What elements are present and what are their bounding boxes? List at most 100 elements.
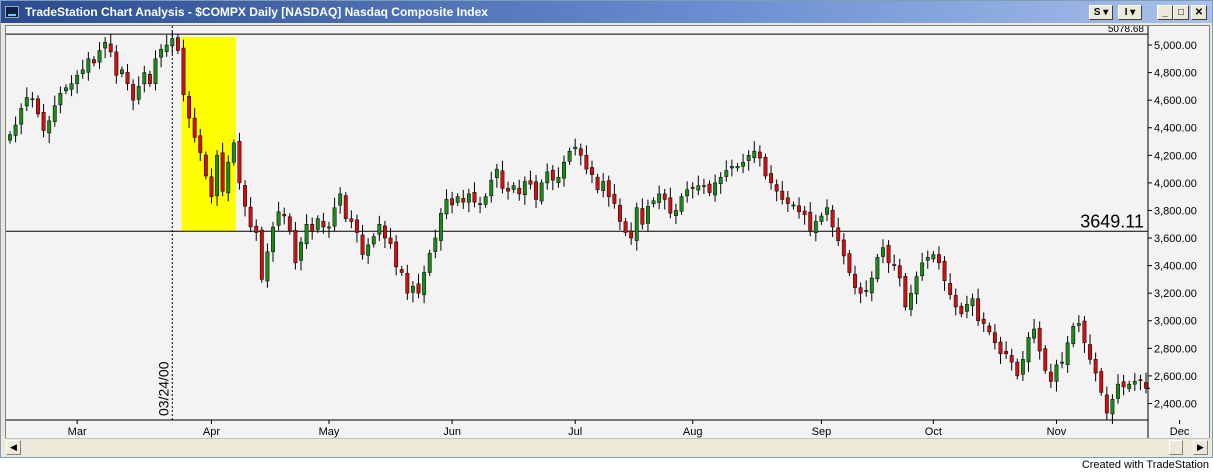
candle-body bbox=[606, 180, 611, 197]
x-tick-label: May bbox=[319, 426, 340, 438]
maximize-button[interactable]: □ bbox=[1173, 5, 1189, 20]
y-tick-label: 5,000.00 bbox=[1154, 40, 1197, 52]
candle-body bbox=[752, 150, 757, 159]
candle-body bbox=[41, 112, 46, 131]
candle-body bbox=[114, 51, 119, 76]
candle-body bbox=[192, 117, 197, 138]
candle-body bbox=[847, 253, 852, 273]
candle-body bbox=[1144, 382, 1148, 389]
scroll-left-icon[interactable]: ◀ bbox=[6, 440, 21, 455]
y-tick-label: 4,600.00 bbox=[1154, 95, 1197, 107]
candle-body bbox=[942, 260, 947, 282]
candle-body bbox=[164, 44, 169, 52]
candle-body bbox=[1043, 348, 1048, 371]
candle-body bbox=[813, 221, 818, 234]
candle-body bbox=[948, 282, 953, 295]
candle-body bbox=[181, 47, 186, 95]
candle-body bbox=[545, 171, 550, 184]
candle-body bbox=[1138, 379, 1143, 381]
candle-body bbox=[685, 189, 690, 197]
candle-body bbox=[981, 318, 986, 324]
candle-body bbox=[825, 207, 829, 215]
candle-body bbox=[259, 229, 264, 280]
candle-body bbox=[836, 227, 841, 242]
i-dropdown-button[interactable]: I ▾ bbox=[1118, 5, 1142, 20]
candle-body bbox=[24, 97, 29, 107]
candle-body bbox=[450, 198, 455, 206]
candle-body bbox=[522, 181, 527, 195]
candle-body bbox=[1004, 351, 1009, 355]
candle-body bbox=[886, 244, 891, 264]
candle-body bbox=[841, 239, 846, 257]
candle-body bbox=[976, 298, 981, 321]
s-dropdown-button[interactable]: S ▾ bbox=[1089, 5, 1113, 20]
highlight-region bbox=[181, 36, 236, 232]
candle-body bbox=[802, 210, 807, 215]
candle-body bbox=[422, 272, 427, 296]
x-tick-label: Jul bbox=[568, 426, 582, 438]
candle-body bbox=[595, 176, 600, 191]
candle-body bbox=[584, 155, 589, 170]
candle-body bbox=[1037, 327, 1042, 352]
candle-body bbox=[1065, 342, 1070, 365]
title-bar[interactable]: TradeStation Chart Analysis - $COMPX Dai… bbox=[1, 1, 1212, 23]
x-tick-label: Oct bbox=[925, 426, 942, 438]
candle-body bbox=[243, 185, 247, 207]
candle-body bbox=[1104, 394, 1109, 414]
candle-body bbox=[489, 179, 494, 197]
candle-body bbox=[119, 69, 124, 74]
candle-body bbox=[892, 264, 897, 266]
candle-body bbox=[86, 58, 91, 73]
candle-body bbox=[159, 48, 164, 58]
candle-body bbox=[410, 286, 415, 293]
candle-body bbox=[640, 208, 645, 225]
candle-body bbox=[674, 210, 678, 216]
candle-body bbox=[315, 218, 320, 230]
candle-body bbox=[438, 212, 443, 241]
candle-body bbox=[528, 180, 533, 185]
candle-body bbox=[69, 83, 74, 90]
scrollbar-thumb[interactable] bbox=[1169, 440, 1183, 455]
candle-body bbox=[819, 215, 824, 222]
top-partial-label: 5078.68 bbox=[1108, 26, 1145, 35]
candle-body bbox=[646, 206, 650, 224]
candle-body bbox=[679, 196, 684, 212]
candle-body bbox=[562, 161, 566, 179]
candle-body bbox=[601, 181, 606, 191]
candle-body bbox=[187, 96, 192, 119]
y-tick-label: 2,400.00 bbox=[1154, 398, 1197, 410]
candle-body bbox=[713, 182, 718, 196]
candle-body bbox=[690, 187, 695, 189]
minimize-button[interactable]: _ bbox=[1157, 5, 1173, 20]
candle-body bbox=[769, 173, 773, 184]
candle-body bbox=[466, 193, 471, 203]
x-tick-label: Aug bbox=[683, 426, 703, 438]
candle-body bbox=[881, 247, 885, 257]
candle-body bbox=[271, 226, 275, 253]
window-title: TradeStation Chart Analysis - $COMPX Dai… bbox=[25, 5, 488, 19]
candle-body bbox=[1099, 371, 1104, 393]
candle-body bbox=[19, 108, 24, 125]
x-tick-label: Sep bbox=[812, 426, 832, 438]
scroll-right-icon[interactable]: ▶ bbox=[1193, 440, 1208, 455]
y-tick-label: 4,800.00 bbox=[1154, 68, 1197, 80]
candle-body bbox=[612, 193, 617, 204]
candle-body bbox=[517, 187, 522, 195]
candle-body bbox=[875, 257, 880, 280]
candle-body bbox=[248, 206, 253, 228]
candle-body bbox=[735, 166, 740, 169]
x-tick-label: Mar bbox=[68, 426, 87, 438]
horizontal-scrollbar[interactable]: ◀ ▶ bbox=[5, 438, 1210, 455]
candle-body bbox=[953, 295, 958, 308]
candle-body bbox=[1054, 364, 1059, 382]
candle-body bbox=[556, 177, 561, 183]
chart-plot-area[interactable]: 3649.11 03/24/00 2,400.00 2,600.00 2,800.00 3… bbox=[5, 25, 1211, 442]
candle-body bbox=[371, 236, 376, 245]
candle-body bbox=[959, 305, 964, 315]
price-chart[interactable]: 3649.11 03/24/00 2,400.00 2,600.00 2,800.00 3… bbox=[6, 26, 1211, 442]
candle-body bbox=[763, 156, 768, 177]
candle-body bbox=[287, 216, 292, 232]
close-button[interactable]: ✕ bbox=[1191, 5, 1207, 20]
candle-body bbox=[282, 214, 287, 217]
candle-body bbox=[937, 254, 941, 264]
